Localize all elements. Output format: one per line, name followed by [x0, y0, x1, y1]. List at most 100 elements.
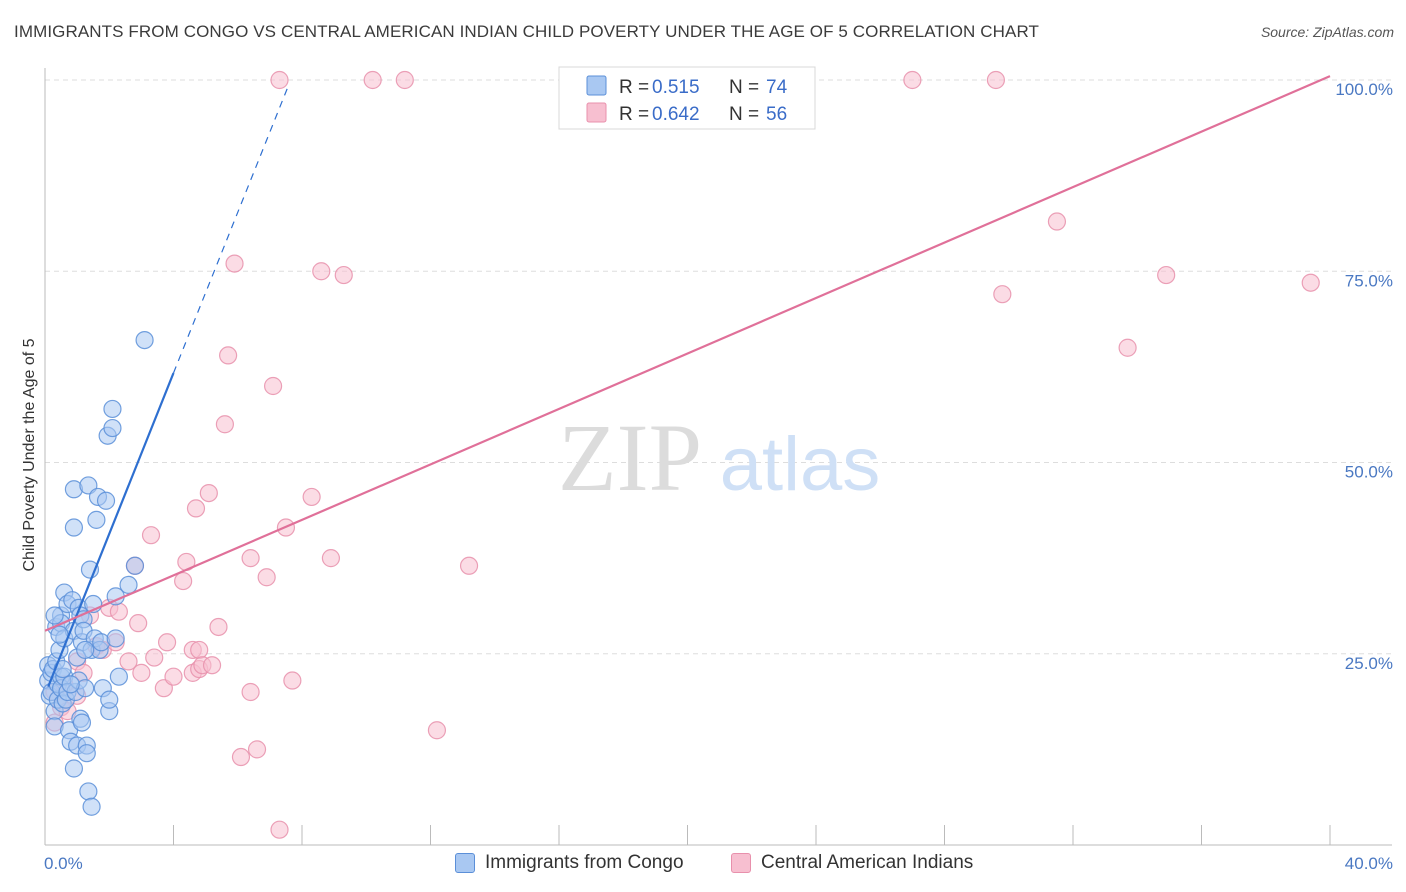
bottom-legend: Immigrants from Congo Central American I…: [0, 852, 1406, 878]
central-american-point-21: [157, 633, 177, 652]
congo-point-48: [82, 797, 101, 816]
congo-point-68: [45, 606, 64, 625]
central-american-point-32: [202, 656, 222, 675]
y-axis-label-group: Child Poverty Under the Age of 5: [21, 338, 38, 571]
congo-point-60: [103, 399, 122, 419]
legend-r-label-congo: R =: [619, 77, 649, 98]
central-american-point-43: [270, 70, 289, 90]
axes: [44, 68, 1392, 846]
congo-point-59: [100, 690, 119, 709]
congo-point-64: [109, 667, 128, 686]
legend-r-value-congo: 0.515: [652, 77, 700, 98]
y-tick-label-3: 100.0%: [1335, 80, 1393, 99]
central-american-point-18: [141, 526, 161, 545]
congo-point-29: [64, 518, 84, 537]
central-american-point-54: [459, 556, 479, 575]
central-american-point-31: [199, 484, 218, 503]
legend: R = 0.515 N = 74 R = 0.642 N = 56: [558, 66, 816, 130]
central-american-point-36: [225, 254, 244, 273]
central-american-point-57: [993, 285, 1012, 304]
legend-r-label-central-american: R =: [619, 104, 649, 125]
central-american-point-23: [174, 571, 193, 591]
legend-n-value-congo: 74: [766, 77, 788, 98]
central-american-point-53: [427, 721, 447, 740]
central-american-point-14: [119, 652, 138, 671]
central-american-point-34: [215, 415, 234, 434]
central-american-point-46: [283, 671, 302, 690]
congo-point-51: [87, 510, 106, 529]
congo-trend-extension: [172, 83, 290, 374]
y-tick-label-1: 50.0%: [1345, 463, 1393, 482]
central-american-point-49: [321, 549, 341, 568]
watermark: ZIP atlas: [558, 404, 880, 511]
central-american-point-22: [164, 667, 183, 686]
central-american-point-17: [132, 663, 151, 682]
congo-point-38: [72, 713, 92, 732]
central-american-point-27: [186, 499, 206, 518]
legend-n-value-central-american: 56: [766, 104, 787, 125]
central-american-point-59: [1118, 338, 1137, 357]
central-american-point-41: [257, 568, 276, 587]
congo-point-56: [96, 491, 116, 510]
x-tick-label-0: 0.0%: [44, 854, 83, 873]
source-label: Source: ZipAtlas.com: [1260, 24, 1394, 40]
congo-point-67: [135, 331, 154, 350]
congo-trend-line: [47, 372, 175, 688]
congo-point-71: [61, 675, 80, 694]
central-american-point-56: [986, 70, 1006, 90]
bottom-legend-swatch-congo: [455, 853, 475, 873]
congo-point-61: [103, 418, 122, 438]
congo-point-27: [64, 759, 84, 778]
central-american-point-60: [1157, 265, 1176, 285]
congo-point-43: [77, 744, 96, 763]
grid-lines: [45, 79, 1392, 655]
tick-labels: 25.0% 50.0% 75.0% 100.0% 0.0% 40.0%: [44, 80, 1393, 873]
central-american-point-35: [219, 346, 238, 365]
congo-point-66: [125, 556, 145, 575]
central-american-point-28: [190, 640, 209, 660]
watermark-zip: ZIP: [558, 404, 702, 511]
central-american-point-55: [903, 70, 922, 90]
legend-n-label-central-american: N =: [729, 104, 759, 125]
trend-lines: [44, 75, 1331, 688]
chart-title: IMMIGRANTS FROM CONGO VS CENTRAL AMERICA…: [14, 22, 1040, 41]
y-tick-label-0: 25.0%: [1345, 654, 1393, 673]
congo-point-69: [50, 625, 69, 644]
bottom-legend-item-congo: Immigrants from Congo: [455, 852, 684, 874]
central-american-point-38: [241, 549, 260, 568]
central-american-point-33: [209, 617, 228, 637]
y-axis-label: Child Poverty Under the Age of 5: [21, 338, 38, 571]
legend-n-label-congo: N =: [729, 77, 759, 98]
x-tick-label-1: 40.0%: [1345, 854, 1393, 873]
watermark-atlas: atlas: [720, 422, 881, 507]
congo-point-63: [106, 629, 125, 648]
legend-r-value-central-american: 0.642: [652, 104, 700, 125]
central-american-point-51: [363, 70, 382, 90]
central-american-point-58: [1047, 212, 1067, 231]
blue-series-points: [39, 331, 154, 816]
central-american-point-40: [247, 740, 267, 759]
bottom-legend-item-central-american: Central American Indians: [731, 852, 973, 874]
central-american-point-37: [231, 747, 251, 767]
central-american-point-13: [109, 602, 128, 621]
congo-point-65: [119, 575, 138, 595]
central-american-point-44: [270, 820, 289, 839]
bottom-legend-swatch-central-american: [731, 853, 751, 873]
central-american-point-39: [241, 682, 260, 702]
bottom-legend-label-congo: Immigrants from Congo: [485, 852, 684, 873]
bottom-legend-label-central-american: Central American Indians: [761, 852, 974, 873]
central-american-trend-line: [44, 75, 1331, 632]
central-american-point-50: [334, 265, 353, 285]
central-american-point-48: [312, 262, 331, 281]
y-tick-label-2: 75.0%: [1345, 271, 1393, 290]
central-american-point-61: [1301, 273, 1320, 292]
central-american-point-42: [263, 376, 283, 396]
legend-swatch-congo: [586, 75, 607, 96]
central-american-point-19: [145, 648, 164, 667]
legend-swatch-central-american: [586, 102, 607, 123]
central-american-point-47: [302, 487, 321, 507]
congo-point-73: [76, 640, 95, 660]
central-american-point-16: [129, 614, 148, 633]
congo-point-45: [79, 782, 98, 801]
